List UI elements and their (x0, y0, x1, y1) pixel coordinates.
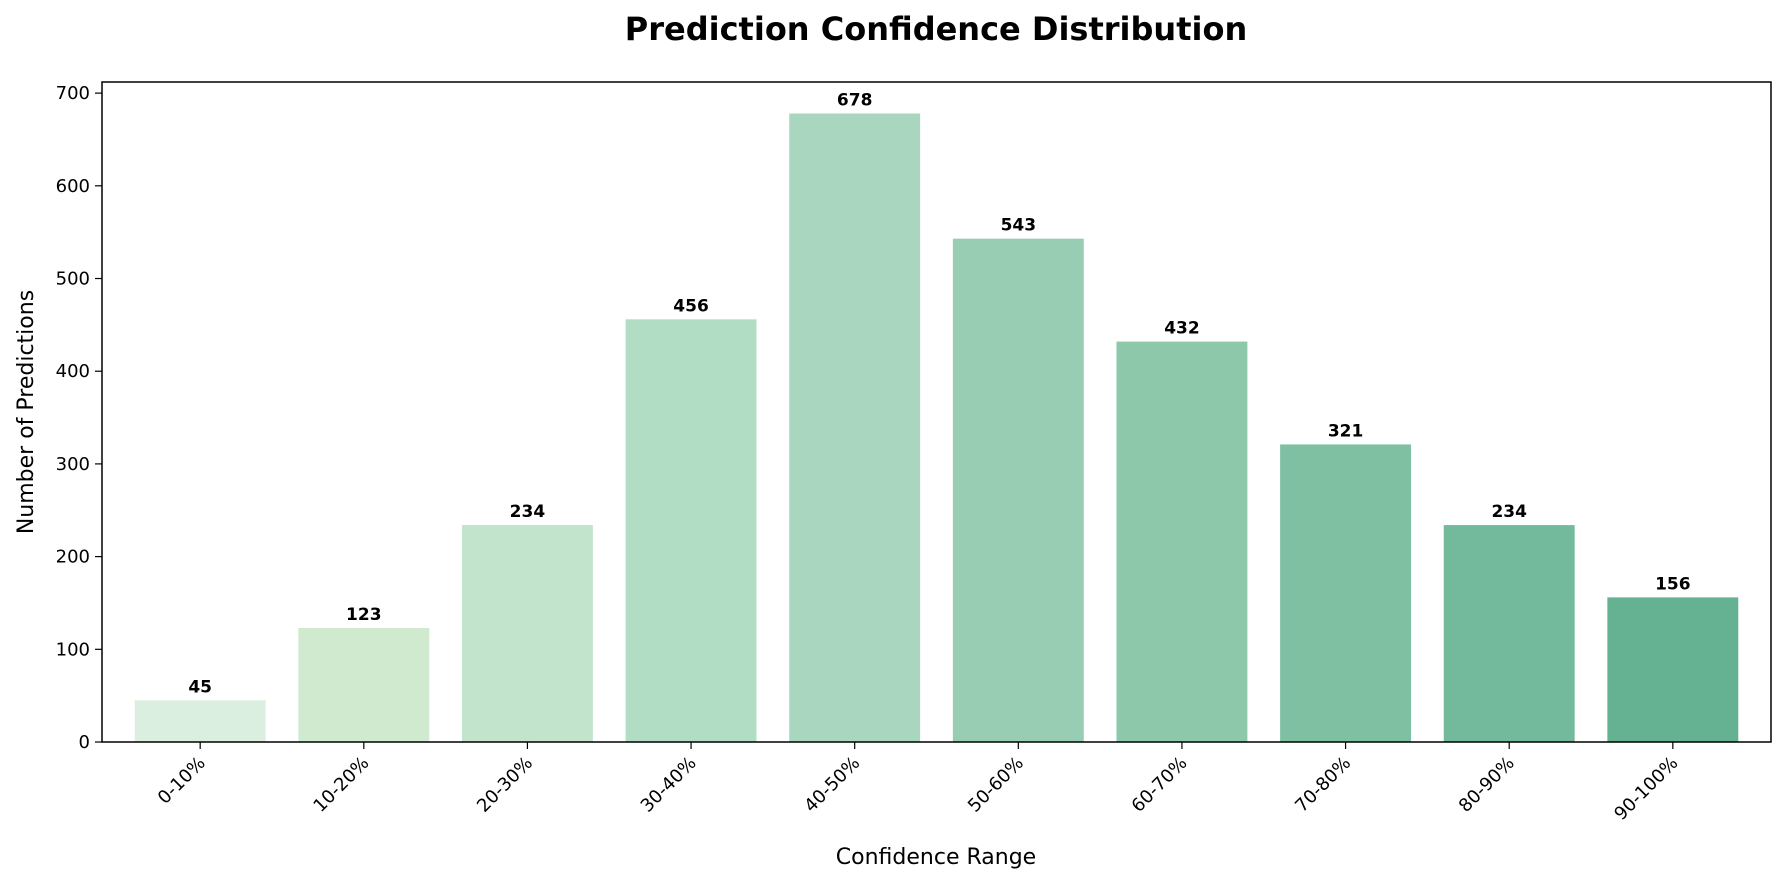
x-tick-label: 70-80% (1291, 753, 1355, 817)
bar-50-60% (952, 238, 1084, 743)
value-labels: 45 123 234 456 678 543 432 321 234 156 (188, 91, 1690, 698)
x-axis: 0-10% 10-20% 20-30% 30-40% 40-50% 50-60% 60-70… (154, 742, 1682, 825)
x-tick-label: 40-50% (800, 753, 864, 817)
y-tick-label: 200 (56, 547, 90, 568)
bar-value-label: 156 (1655, 574, 1691, 594)
y-tick-label: 400 (56, 361, 90, 382)
plot-frame (101, 81, 1772, 743)
bar-value-label: 678 (837, 91, 873, 111)
x-tick-label: 10-20% (309, 753, 373, 817)
y-tick-label: 300 (56, 454, 90, 475)
bar-value-label: 543 (1001, 216, 1037, 236)
y-tick-label: 0 (79, 732, 90, 753)
bar-30-40% (625, 319, 757, 742)
bar-10-20% (298, 627, 430, 742)
bar-value-label: 123 (346, 605, 382, 625)
bar-80-90% (1443, 525, 1575, 742)
y-axis-label: Number of Predictions (14, 290, 39, 534)
x-tick-label: 80-90% (1455, 753, 1519, 817)
y-axis: 0 100 200 300 400 500 600 700 (56, 83, 102, 753)
bar-value-label: 45 (188, 677, 212, 697)
x-tick-label: 60-70% (1128, 753, 1192, 817)
bar-0-10% (134, 700, 266, 742)
bar-20-30% (461, 525, 593, 742)
bar-90-100% (1607, 597, 1739, 742)
bar-value-label: 234 (510, 502, 546, 522)
bar-60-70% (1116, 341, 1248, 742)
x-tick-label: 0-10% (154, 753, 210, 809)
y-tick-label: 500 (56, 269, 90, 290)
x-axis-label: Confidence Range (836, 845, 1036, 870)
y-tick-label: 700 (56, 83, 90, 104)
bar-value-label: 456 (673, 296, 709, 316)
bars (134, 113, 1739, 743)
chart-title: Prediction Confidence Distribution (625, 10, 1247, 48)
bar-40-50% (789, 113, 921, 743)
bar-70-80% (1280, 444, 1412, 742)
bar-value-label: 234 (1491, 502, 1527, 522)
bar-value-label: 432 (1164, 319, 1200, 339)
x-tick-label: 50-60% (964, 753, 1028, 817)
y-tick-label: 600 (56, 176, 90, 197)
x-tick-label: 20-30% (473, 753, 537, 817)
x-tick-label: 30-40% (637, 753, 701, 817)
y-tick-label: 100 (56, 639, 90, 660)
bar-value-label: 321 (1328, 421, 1364, 441)
x-tick-label: 90-100% (1610, 753, 1682, 825)
